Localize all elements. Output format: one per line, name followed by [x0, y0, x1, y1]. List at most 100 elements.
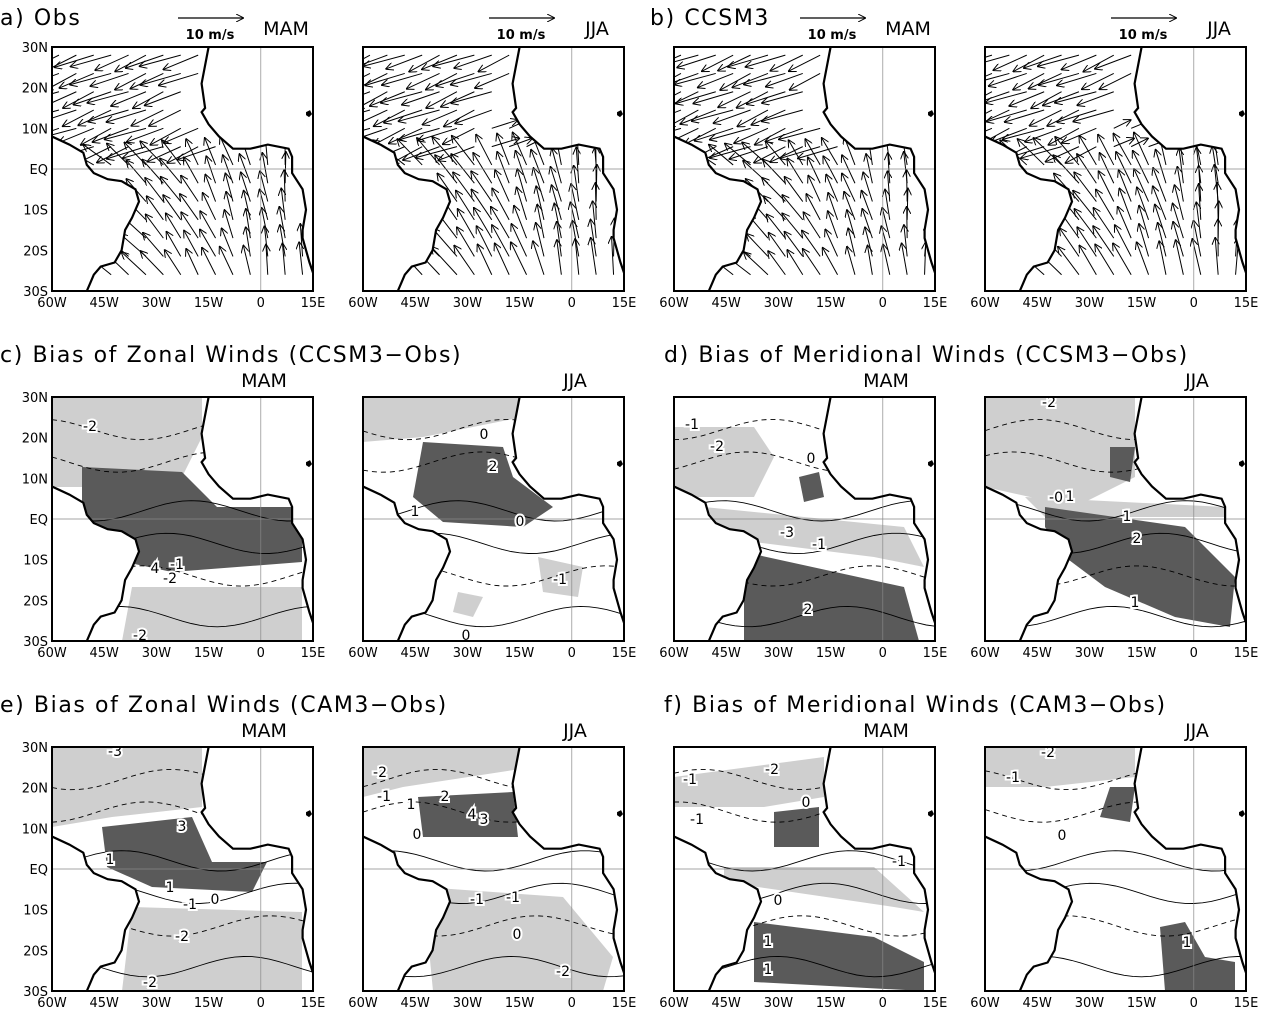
- wind-vector: [677, 55, 715, 67]
- wind-vector: [969, 55, 1009, 66]
- wind-vector: [1079, 136, 1096, 165]
- lon-tick-label: 60W: [659, 996, 689, 1011]
- shading: [52, 747, 202, 827]
- lon-tick-label: 15E: [612, 646, 637, 661]
- reference-label: 10 m/s: [808, 28, 857, 43]
- wind-vector: [842, 174, 855, 202]
- wind-vector: [787, 159, 802, 184]
- wind-vector: [766, 73, 803, 86]
- panel-title: c) Bias of Zonal Winds (CCSM3−Obs): [0, 343, 462, 368]
- contour-label: -2: [373, 765, 387, 781]
- wind-vector: [386, 55, 422, 69]
- map-panel: 60W45W30W15W015E: [329, 47, 659, 311]
- map-panel: 60W45W30W15W015E30N20N10NEQ10S20S30S: [18, 41, 348, 311]
- wind-vector: [443, 128, 474, 144]
- wind-vector: [1114, 120, 1131, 128]
- lon-tick-label: 45W: [1022, 996, 1052, 1011]
- contour-label: -0: [1049, 490, 1063, 506]
- contour-label: 1: [764, 962, 773, 978]
- wind-vector: [389, 128, 422, 143]
- lon-tick-label: 15W: [1127, 646, 1157, 661]
- wind-vector: [474, 208, 492, 238]
- wind-vector: [883, 245, 890, 275]
- season-label: JJA: [1206, 18, 1231, 40]
- contour-label: 1: [1066, 489, 1075, 505]
- contour-label: 2: [489, 459, 498, 475]
- contour-label: 1: [1183, 935, 1192, 951]
- wind-vector: [146, 215, 164, 239]
- wind-vector: [1077, 92, 1113, 105]
- lon-tick-label: 15W: [194, 996, 224, 1011]
- season-label: MAM: [241, 720, 287, 742]
- contour-label: 0: [807, 451, 816, 467]
- wind-vector: [492, 138, 519, 146]
- lat-tick-label: 10N: [22, 122, 48, 137]
- lon-tick-label: 15E: [612, 296, 637, 311]
- wind-vector: [426, 92, 457, 108]
- wind-vector: [225, 174, 233, 202]
- lat-tick-label: 20S: [23, 944, 48, 959]
- map-panel: -2-112430-1-10-260W45W30W15W015E: [346, 747, 659, 1011]
- wind-vector: [495, 243, 509, 274]
- wind-vector: [536, 186, 544, 219]
- wind-vector: [127, 128, 163, 141]
- wind-vector: [977, 110, 1010, 125]
- wind-vector: [844, 192, 855, 220]
- wind-vector: [516, 151, 527, 183]
- wind-vector: [961, 110, 992, 126]
- panel-title: e) Bias of Zonal Winds (CAM3−Obs): [0, 693, 448, 718]
- wind-vector: [1018, 139, 1044, 165]
- wind-vector: [164, 128, 198, 142]
- lon-tick-label: 15E: [923, 996, 948, 1011]
- map-content: -2-101: [968, 745, 1264, 991]
- wind-vector: [63, 92, 94, 108]
- wind-vector: [45, 55, 77, 71]
- map-content: -1-20-3-12: [657, 397, 970, 641]
- contour-label: 1: [166, 880, 175, 896]
- wind-vector: [744, 252, 768, 274]
- contour-label: -1: [685, 417, 699, 433]
- wind-vector: [782, 213, 802, 238]
- wind-vector: [693, 92, 733, 104]
- lon-tick-label: 15W: [816, 296, 846, 311]
- lon-tick-label: 0: [568, 296, 576, 311]
- wind-vector: [1134, 169, 1148, 201]
- contour-label: 1: [411, 504, 420, 520]
- wind-vector: [764, 196, 786, 220]
- wind-vector: [334, 92, 370, 106]
- wind-vector: [1082, 73, 1114, 89]
- contour-label: 1: [1123, 509, 1132, 525]
- wind-vector: [1114, 134, 1132, 165]
- lon-tick-label: 0: [879, 996, 887, 1011]
- season-label: JJA: [584, 18, 609, 40]
- lon-tick-label: 60W: [970, 296, 1000, 311]
- wind-vector: [456, 191, 474, 220]
- lon-tick-label: 15W: [816, 996, 846, 1011]
- wind-vector: [127, 161, 146, 183]
- map-content: 0210-10: [346, 397, 659, 644]
- contour-label: 4: [151, 561, 160, 577]
- wind-vector: [1153, 186, 1166, 219]
- wind-vector: [714, 110, 751, 123]
- lon-tick-label: 30W: [142, 296, 172, 311]
- season-label: MAM: [863, 370, 909, 392]
- lon-tick-label: 30W: [1075, 646, 1105, 661]
- lat-tick-label: 30S: [23, 635, 48, 650]
- lat-tick-label: 20N: [22, 782, 48, 797]
- contour-line: [985, 851, 1246, 871]
- map-panel: -2-0112160W45W30W15W015E: [968, 395, 1264, 661]
- wind-vector: [472, 190, 492, 220]
- map-content: -24-1-2-2: [35, 397, 348, 644]
- reference-label: 10 m/s: [186, 28, 235, 43]
- lat-tick-label: 30N: [22, 741, 48, 756]
- lon-tick-label: 0: [1190, 646, 1198, 661]
- wind-vector: [1139, 206, 1148, 238]
- wind-vector: [452, 136, 475, 165]
- lon-tick-label: 30W: [453, 296, 483, 311]
- lon-tick-label: 15E: [301, 996, 326, 1011]
- wind-vector: [747, 234, 768, 256]
- wind-vector: [785, 177, 803, 202]
- wind-vector: [1153, 168, 1166, 201]
